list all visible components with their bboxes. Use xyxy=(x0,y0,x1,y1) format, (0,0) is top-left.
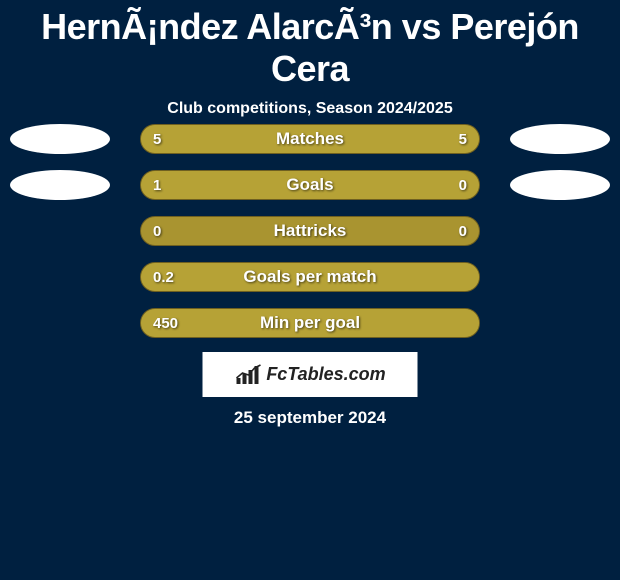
stat-bar-left-fill xyxy=(141,263,479,291)
stat-row: 55Matches xyxy=(0,120,620,166)
stat-right-value: 0 xyxy=(459,217,467,245)
page-subtitle: Club competitions, Season 2024/2025 xyxy=(0,100,620,118)
stat-row: 0.2Goals per match xyxy=(0,258,620,304)
stat-bar-left-fill xyxy=(141,309,479,337)
date-line: 25 september 2024 xyxy=(0,408,620,428)
stat-row: 450Min per goal xyxy=(0,304,620,350)
stat-bar-right-fill xyxy=(405,171,479,199)
stat-rows: 55Matches 10Goals 0 0Hattricks 0.2Goals per … xyxy=(0,120,620,350)
stat-left-value: 0 xyxy=(153,217,161,245)
stat-bar: 0.2Goals per match xyxy=(140,262,480,292)
player-left-ellipse xyxy=(10,124,110,154)
stat-bar: 10Goals xyxy=(140,170,480,200)
player-left-ellipse xyxy=(10,170,110,200)
stat-bar: 0 0Hattricks xyxy=(140,216,480,246)
brand-box: FcTables.com xyxy=(203,352,418,397)
stat-bar: 55Matches xyxy=(140,124,480,154)
stat-row: 10Goals xyxy=(0,166,620,212)
stat-bar-left-fill xyxy=(141,125,310,153)
stat-row: 0 0Hattricks xyxy=(0,212,620,258)
brand-text: FcTables.com xyxy=(266,364,385,385)
stat-bar-left-fill xyxy=(141,171,405,199)
stat-label: Hattricks xyxy=(141,217,479,245)
brand-chart-icon xyxy=(234,364,262,386)
stat-bar-right-fill xyxy=(310,125,479,153)
player-right-ellipse xyxy=(510,124,610,154)
player-right-ellipse xyxy=(510,170,610,200)
page-title: HernÃ¡ndez AlarcÃ³n vs Perejón Cera xyxy=(0,0,620,90)
stat-bar: 450Min per goal xyxy=(140,308,480,338)
